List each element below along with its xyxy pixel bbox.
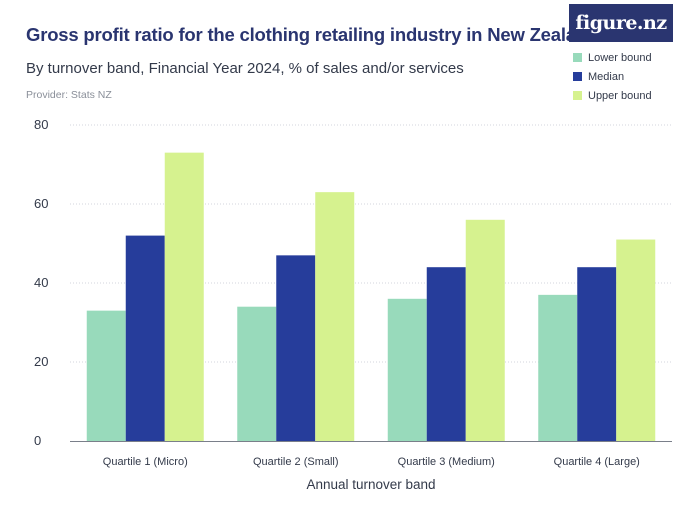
provider-note: Provider: Stats NZ — [26, 89, 112, 101]
y-tick-label-80: 80 — [34, 117, 48, 132]
y-tick-label-60: 60 — [34, 196, 48, 211]
bar-upper-bound-quartile-2-small[interactable] — [315, 192, 355, 441]
legend-swatch-median — [573, 72, 582, 81]
chart-title: Gross profit ratio for the clothing reta… — [26, 24, 599, 45]
bar-median-quartile-1-micro[interactable] — [125, 235, 165, 441]
legend-item-lower-bound: Lower bound — [573, 48, 652, 67]
x-tick-label-quartile-1-micro: Quartile 1 (Micro) — [103, 456, 188, 468]
bar-median-quartile-2-small[interactable] — [276, 255, 316, 441]
bar-lower-bound-quartile-4-large[interactable] — [538, 294, 578, 441]
bar-upper-bound-quartile-4-large[interactable] — [616, 239, 656, 441]
y-tick-label-40: 40 — [34, 275, 48, 290]
x-axis-title: Annual turnover band — [306, 477, 435, 492]
bar-upper-bound-quartile-3-medium[interactable] — [465, 219, 505, 441]
legend-swatch-lower-bound — [573, 53, 582, 62]
legend-item-upper-bound: Upper bound — [573, 86, 652, 105]
figure-nz-logo[interactable]: figure.nz — [569, 4, 673, 42]
bar-lower-bound-quartile-2-small[interactable] — [237, 306, 277, 441]
legend-label-median: Median — [588, 70, 625, 83]
y-tick-label-20: 20 — [34, 354, 48, 369]
chart-subtitle: By turnover band, Financial Year 2024, %… — [26, 60, 464, 77]
bar-upper-bound-quartile-1-micro[interactable] — [164, 152, 204, 441]
x-tick-label-quartile-4-large: Quartile 4 (Large) — [554, 456, 640, 468]
bar-lower-bound-quartile-1-micro[interactable] — [86, 310, 126, 441]
bar-median-quartile-3-medium[interactable] — [426, 267, 466, 441]
legend: Lower bound Median Upper bound — [573, 48, 652, 105]
x-tick-label-quartile-2-small: Quartile 2 (Small) — [253, 456, 339, 468]
bar-lower-bound-quartile-3-medium[interactable] — [387, 298, 427, 441]
x-tick-label-quartile-3-medium: Quartile 3 (Medium) — [398, 456, 495, 468]
legend-swatch-upper-bound — [573, 91, 582, 100]
legend-label-lower-bound: Lower bound — [588, 51, 652, 64]
legend-label-upper-bound: Upper bound — [588, 89, 652, 102]
y-tick-label-0: 0 — [34, 433, 41, 448]
legend-item-median: Median — [573, 67, 652, 86]
bar-median-quartile-4-large[interactable] — [577, 267, 617, 441]
